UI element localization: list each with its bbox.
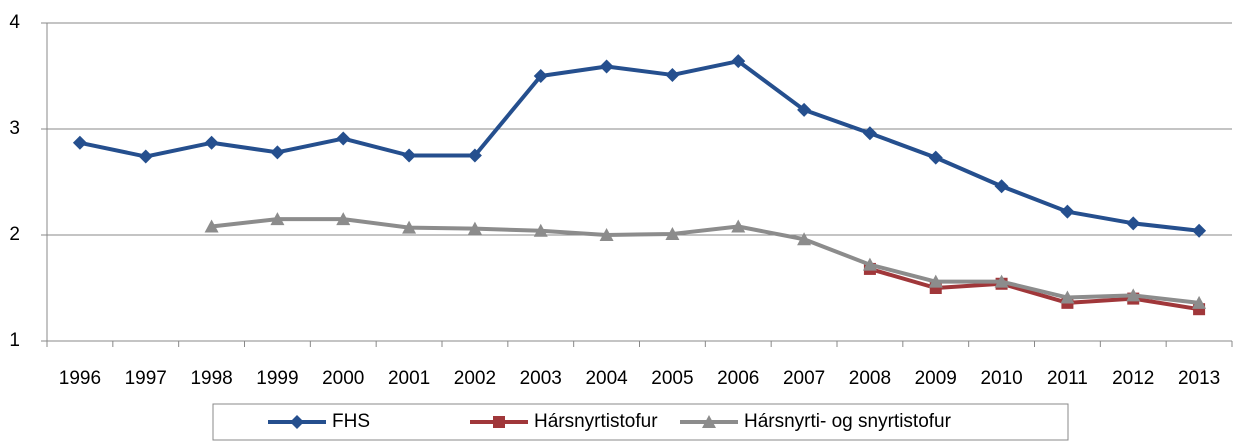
marker [467, 148, 482, 163]
marker [467, 221, 482, 235]
x-tick-label: 1999 [256, 368, 298, 389]
marker [1192, 295, 1207, 309]
x-tick-label: 2000 [322, 368, 364, 389]
x-tick-label: 2010 [980, 368, 1022, 389]
x-tick-label: 2008 [849, 368, 891, 389]
marker [290, 415, 304, 429]
x-tick-label: 2013 [1178, 368, 1220, 389]
marker [797, 232, 812, 246]
marker [1060, 290, 1075, 304]
marker [204, 135, 219, 150]
marker [138, 149, 153, 164]
legend: FHS Hársnyrtistofur Hársnyrti- og snyrtist… [212, 403, 1069, 441]
marker [336, 131, 351, 146]
marker [270, 212, 285, 226]
marker [599, 59, 614, 74]
marker [665, 67, 680, 82]
marker [402, 220, 417, 234]
y-tick-label: 3 [9, 118, 20, 139]
legend-label: Hársnyrtistofur [534, 411, 658, 432]
marker [336, 212, 351, 226]
marker [270, 145, 285, 160]
x-tick-label: 2007 [783, 368, 825, 389]
legend-label: Hársnyrti- og snyrtistofur [744, 411, 952, 432]
marker [533, 223, 548, 237]
x-tick-label: 1998 [190, 368, 232, 389]
y-tick-label: 2 [9, 224, 20, 245]
marker [1192, 223, 1207, 238]
marker [665, 226, 680, 240]
x-tick-label: 2001 [388, 368, 430, 389]
x-tick-label: 2005 [651, 368, 693, 389]
series-line [211, 217, 1200, 305]
marker [862, 126, 877, 141]
marker [599, 228, 614, 241]
x-tick-label: 1997 [125, 368, 167, 389]
marker [72, 135, 87, 150]
x-tick-label: 2006 [717, 368, 759, 389]
marker [533, 69, 548, 83]
marker [862, 257, 877, 271]
x-tick-label: 2011 [1047, 368, 1088, 389]
x-tick-label: 2003 [520, 368, 562, 389]
x-tick-label: 1996 [59, 368, 101, 389]
marker [1126, 216, 1141, 231]
marker [928, 150, 943, 165]
series-line [79, 59, 1200, 233]
marker [702, 415, 716, 428]
y-tick-label: 1 [9, 330, 20, 351]
marker [402, 148, 417, 163]
marker [493, 416, 505, 428]
marker [1060, 204, 1075, 219]
marker [797, 102, 812, 117]
x-tick-label: 2012 [1112, 368, 1154, 389]
legend-label: FHS [332, 411, 370, 432]
legend-box [212, 403, 1069, 441]
marker [204, 219, 219, 233]
x-tick-label: 2009 [915, 368, 957, 389]
x-tick-label: 2004 [585, 368, 628, 389]
x-tick-label: 2002 [454, 368, 496, 389]
marker [731, 54, 746, 69]
marker [928, 274, 943, 288]
y-tick-label: 4 [9, 12, 20, 33]
marker [731, 219, 746, 233]
marker [1126, 288, 1141, 302]
marker [994, 179, 1009, 194]
marker [994, 274, 1009, 288]
series-line [869, 266, 1200, 312]
